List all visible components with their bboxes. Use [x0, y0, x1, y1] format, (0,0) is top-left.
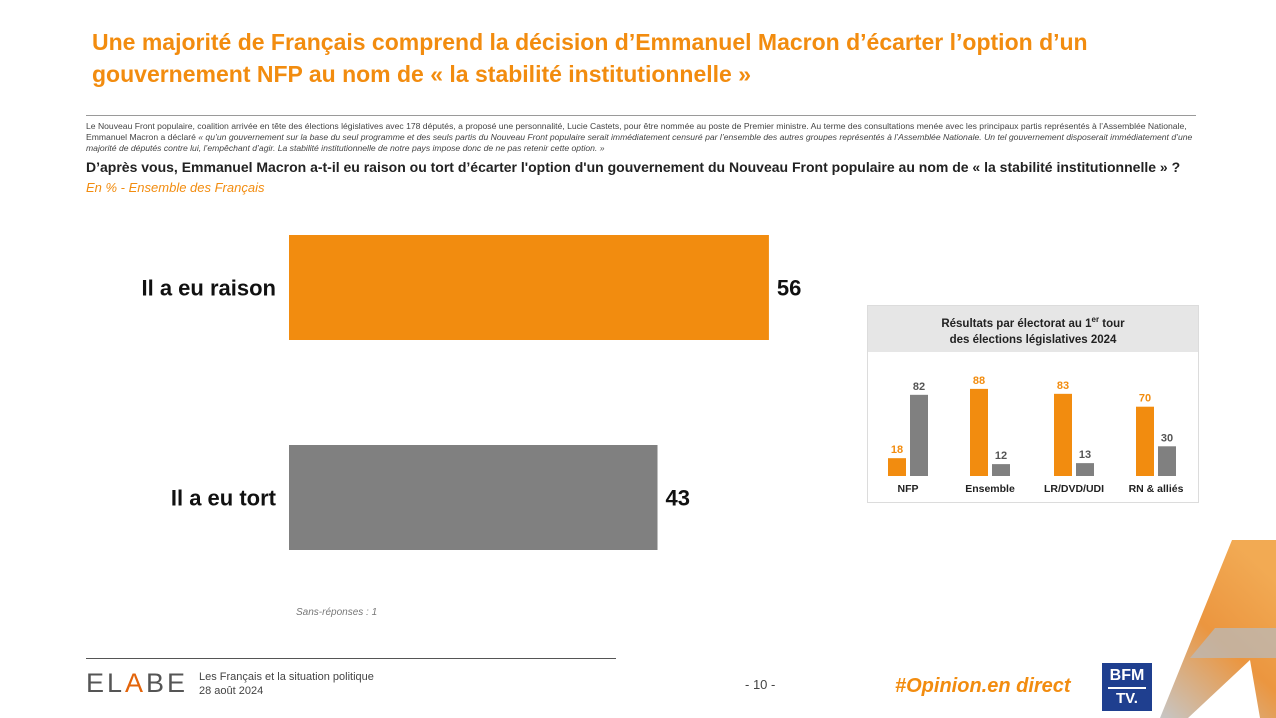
- inset-title-sup: er: [1091, 315, 1100, 324]
- inset-bar-0-1: [910, 394, 928, 476]
- inset-title-line2: des élections législatives 2024: [949, 333, 1117, 346]
- intro-plain: Le Nouveau Front populaire, coalition ar…: [86, 121, 1187, 142]
- decorative-a-logo: [1160, 540, 1276, 718]
- inset-bar-chart: 18 82 NFP 88 12 Ensemble 83 13 LR/DVD/UDI 70 30 RN …: [888, 375, 1184, 495]
- inset-value-1-0: 88: [973, 375, 985, 387]
- bar-0: [289, 235, 769, 340]
- logo-part-2: A: [125, 668, 147, 698]
- inset-panel: Résultats par électorat au 1er tour des …: [867, 305, 1199, 503]
- title-divider: [86, 115, 1196, 116]
- category-label-0: Il a eu raison: [142, 276, 277, 301]
- inset-value-2-1: 13: [1079, 449, 1091, 461]
- inset-value-1-1: 12: [995, 450, 1007, 462]
- footer-study-title: Les Français et la situation politique: [199, 671, 374, 683]
- value-label-0: 56: [777, 276, 801, 301]
- slide-title: Une majorité de Français comprend la déc…: [92, 29, 1088, 87]
- inset-category-1: Ensemble: [965, 483, 1015, 495]
- inset-category-3: RN & alliés: [1129, 483, 1184, 495]
- logo-part-1: EL: [86, 668, 126, 698]
- survey-question: D’après vous, Emmanuel Macron a-t-il eu …: [86, 159, 1181, 175]
- bfmtv-logo: BFM TV.: [1102, 663, 1152, 711]
- page-number: - 10 -: [745, 677, 776, 692]
- intro-quote: « qu’un gouvernement sur la base du seul…: [86, 132, 1193, 153]
- inset-value-2-0: 83: [1057, 380, 1069, 392]
- category-label-1: Il a eu tort: [171, 486, 277, 511]
- inset-value-0-1: 82: [913, 381, 925, 393]
- inset-bar-2-1: [1076, 463, 1094, 476]
- inset-category-0: NFP: [898, 483, 919, 495]
- inset-category-2: LR/DVD/UDI: [1044, 483, 1104, 495]
- inset-bar-2-0: [1054, 393, 1072, 476]
- inset-value-3-0: 70: [1139, 393, 1151, 405]
- inset-bar-0-0: [888, 458, 906, 476]
- inset-title-line1-post: tour: [1099, 317, 1125, 330]
- inset-value-0-0: 18: [891, 444, 903, 456]
- inset-value-3-1: 30: [1161, 432, 1173, 444]
- intro-text: Le Nouveau Front populaire, coalition ar…: [86, 121, 1196, 154]
- chart-subtitle: En % - Ensemble des Français: [86, 180, 265, 195]
- bar-1: [289, 445, 658, 550]
- main-bar-chart: Il a eu raison 56 Il a eu tort 43: [142, 235, 801, 550]
- footer-info: Les Français et la situation politique 2…: [199, 670, 374, 698]
- inset-bar-3-1: [1158, 446, 1176, 476]
- inset-bar-1-1: [992, 464, 1010, 476]
- logo-part-3: BE: [146, 668, 189, 698]
- inset-bar-1-0: [970, 388, 988, 476]
- inset-bar-3-0: [1136, 406, 1154, 476]
- tv-text: TV.: [1108, 687, 1146, 708]
- inset-title: Résultats par électorat au 1er tour des …: [868, 306, 1198, 352]
- elabe-logo: ELABE: [86, 668, 188, 699]
- footer-divider: [86, 658, 616, 659]
- footer-date: 28 août 2024: [199, 685, 264, 697]
- value-label-1: 43: [666, 486, 690, 511]
- no-answer-note: Sans-réponses : 1: [296, 607, 378, 618]
- inset-title-line1-pre: Résultats par électorat au 1: [941, 317, 1092, 330]
- hashtag: #Opinion.en direct: [895, 675, 1071, 697]
- bfm-text: BFM: [1109, 667, 1145, 684]
